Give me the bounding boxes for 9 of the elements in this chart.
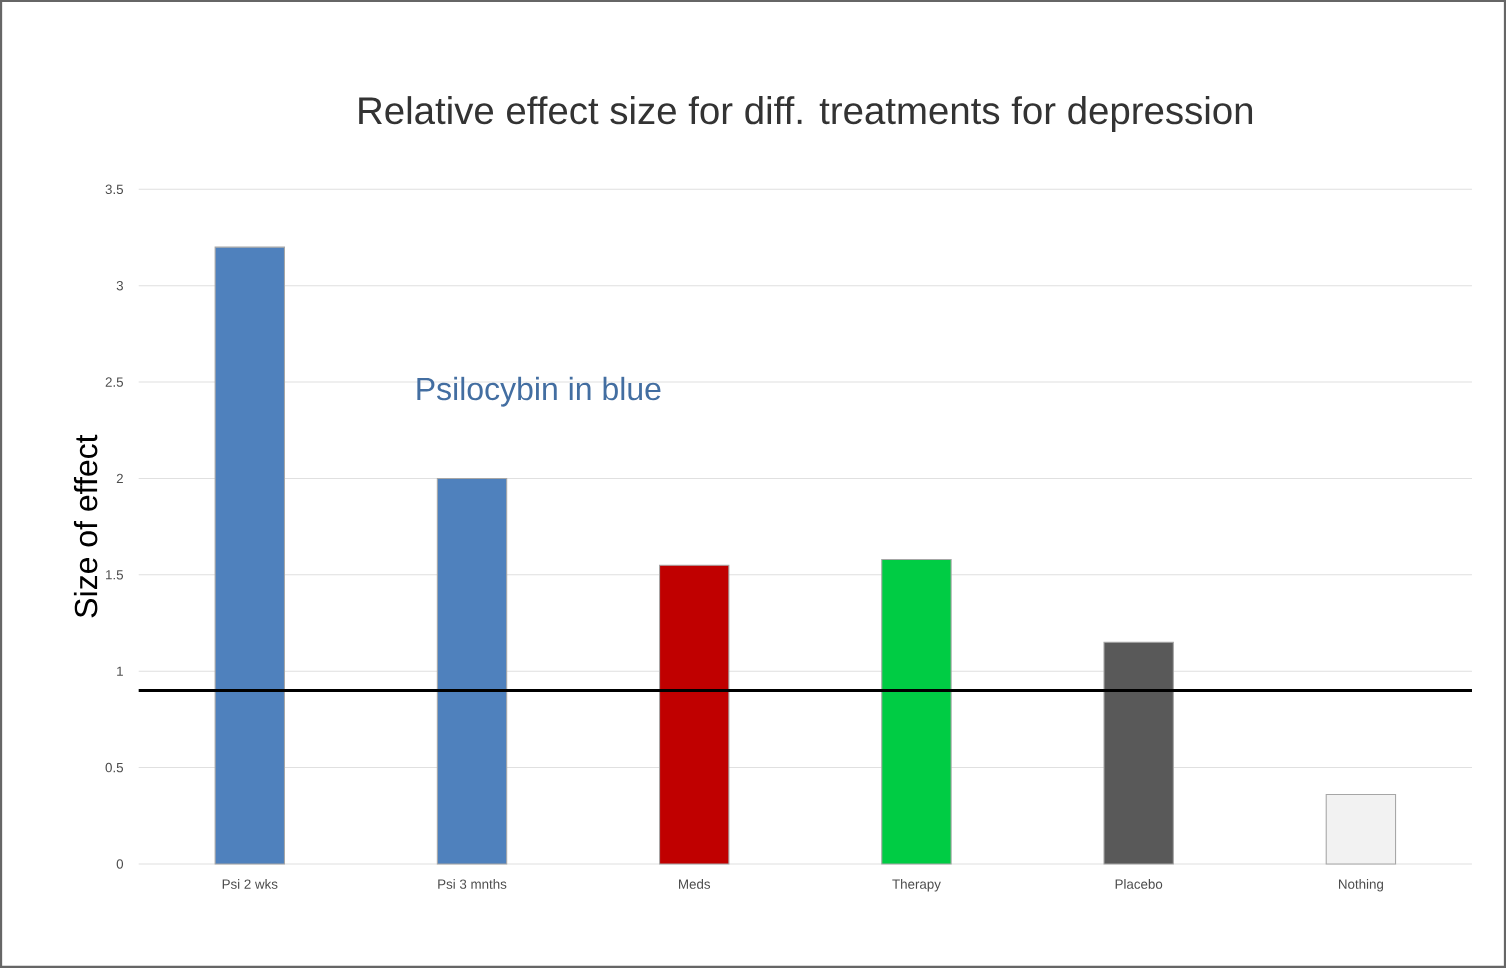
bar xyxy=(881,558,952,865)
bar xyxy=(436,477,508,865)
bar xyxy=(1325,794,1397,865)
bar xyxy=(659,564,730,865)
y-axis-title: Size of effect xyxy=(73,434,98,618)
bar xyxy=(1103,641,1174,865)
annotation: Psilocybin in blue xyxy=(417,376,661,407)
chart-title: Relative effect size for diff. treatments for depression xyxy=(359,96,1253,132)
bar xyxy=(214,246,285,865)
